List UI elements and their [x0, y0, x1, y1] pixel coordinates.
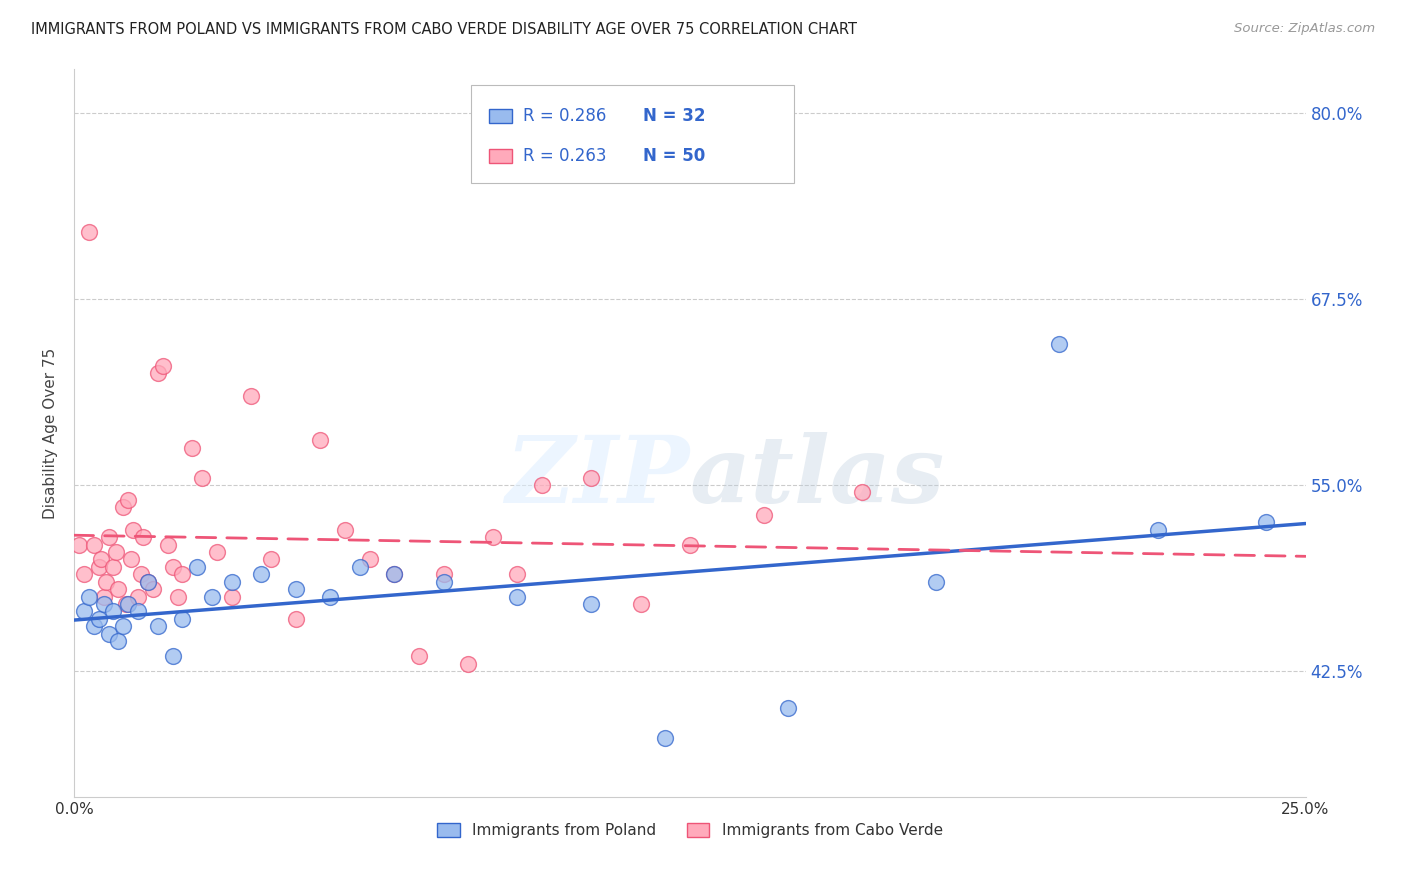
Point	[87, 612, 110, 626]
Point	[87, 560, 110, 574]
Text: atlas: atlas	[690, 432, 945, 522]
Point	[103, 560, 125, 574]
Point	[127, 590, 149, 604]
Point	[408, 649, 430, 664]
Point	[752, 508, 775, 522]
Point	[142, 582, 165, 597]
Point	[136, 574, 159, 589]
Point	[117, 597, 139, 611]
Point	[457, 657, 479, 671]
Point	[94, 574, 117, 589]
Point	[77, 590, 100, 604]
Point	[152, 359, 174, 373]
Point	[181, 441, 204, 455]
Point	[186, 560, 208, 574]
Point	[162, 649, 184, 664]
Text: Source: ZipAtlas.com: Source: ZipAtlas.com	[1234, 22, 1375, 36]
Point	[90, 552, 112, 566]
Point	[531, 478, 554, 492]
Point	[73, 605, 96, 619]
Point	[166, 590, 188, 604]
Point	[205, 545, 228, 559]
Point	[93, 590, 115, 604]
Point	[112, 619, 135, 633]
Point	[925, 574, 948, 589]
Point	[1146, 523, 1168, 537]
Point	[122, 523, 145, 537]
Point	[114, 597, 136, 611]
Point	[630, 597, 652, 611]
Text: ZIP: ZIP	[506, 432, 690, 522]
Point	[359, 552, 381, 566]
Point	[481, 530, 503, 544]
Point	[172, 612, 194, 626]
Point	[132, 530, 155, 544]
Point	[654, 731, 676, 745]
Point	[172, 567, 194, 582]
Point	[432, 574, 454, 589]
Y-axis label: Disability Age Over 75: Disability Age Over 75	[44, 347, 58, 518]
Point	[284, 612, 307, 626]
Point	[77, 225, 100, 239]
Point	[120, 552, 142, 566]
Point	[136, 574, 159, 589]
Point	[382, 567, 405, 582]
Point	[103, 605, 125, 619]
Point	[156, 537, 179, 551]
Point	[260, 552, 283, 566]
Point	[221, 590, 243, 604]
Point	[107, 634, 129, 648]
Point	[1256, 515, 1278, 529]
Point	[83, 619, 105, 633]
Text: IMMIGRANTS FROM POLAND VS IMMIGRANTS FROM CABO VERDE DISABILITY AGE OVER 75 CORR: IMMIGRANTS FROM POLAND VS IMMIGRANTS FRO…	[31, 22, 856, 37]
Point	[333, 523, 356, 537]
Point	[67, 537, 90, 551]
Point	[104, 545, 127, 559]
Point	[83, 537, 105, 551]
Point	[319, 590, 342, 604]
Point	[127, 605, 149, 619]
Point	[349, 560, 371, 574]
Text: R = 0.263: R = 0.263	[523, 147, 606, 165]
Legend: Immigrants from Poland, Immigrants from Cabo Verde: Immigrants from Poland, Immigrants from …	[430, 817, 949, 845]
Point	[201, 590, 224, 604]
Point	[506, 590, 529, 604]
Point	[97, 627, 120, 641]
Point	[851, 485, 873, 500]
Point	[191, 470, 214, 484]
Text: R = 0.286: R = 0.286	[523, 107, 606, 125]
Point	[506, 567, 529, 582]
Point	[284, 582, 307, 597]
Point	[146, 367, 169, 381]
Point	[221, 574, 243, 589]
Point	[97, 530, 120, 544]
Point	[432, 567, 454, 582]
Text: N = 32: N = 32	[643, 107, 704, 125]
Point	[581, 597, 603, 611]
Point	[107, 582, 129, 597]
Point	[162, 560, 184, 574]
Point	[778, 701, 800, 715]
Point	[581, 470, 603, 484]
Point	[240, 389, 263, 403]
Text: N = 50: N = 50	[643, 147, 704, 165]
Point	[112, 500, 135, 515]
Point	[146, 619, 169, 633]
Point	[382, 567, 405, 582]
Point	[73, 567, 96, 582]
Point	[250, 567, 273, 582]
Point	[309, 434, 332, 448]
Point	[129, 567, 152, 582]
Point	[117, 492, 139, 507]
Point	[93, 597, 115, 611]
Point	[1047, 336, 1070, 351]
Point	[679, 537, 702, 551]
